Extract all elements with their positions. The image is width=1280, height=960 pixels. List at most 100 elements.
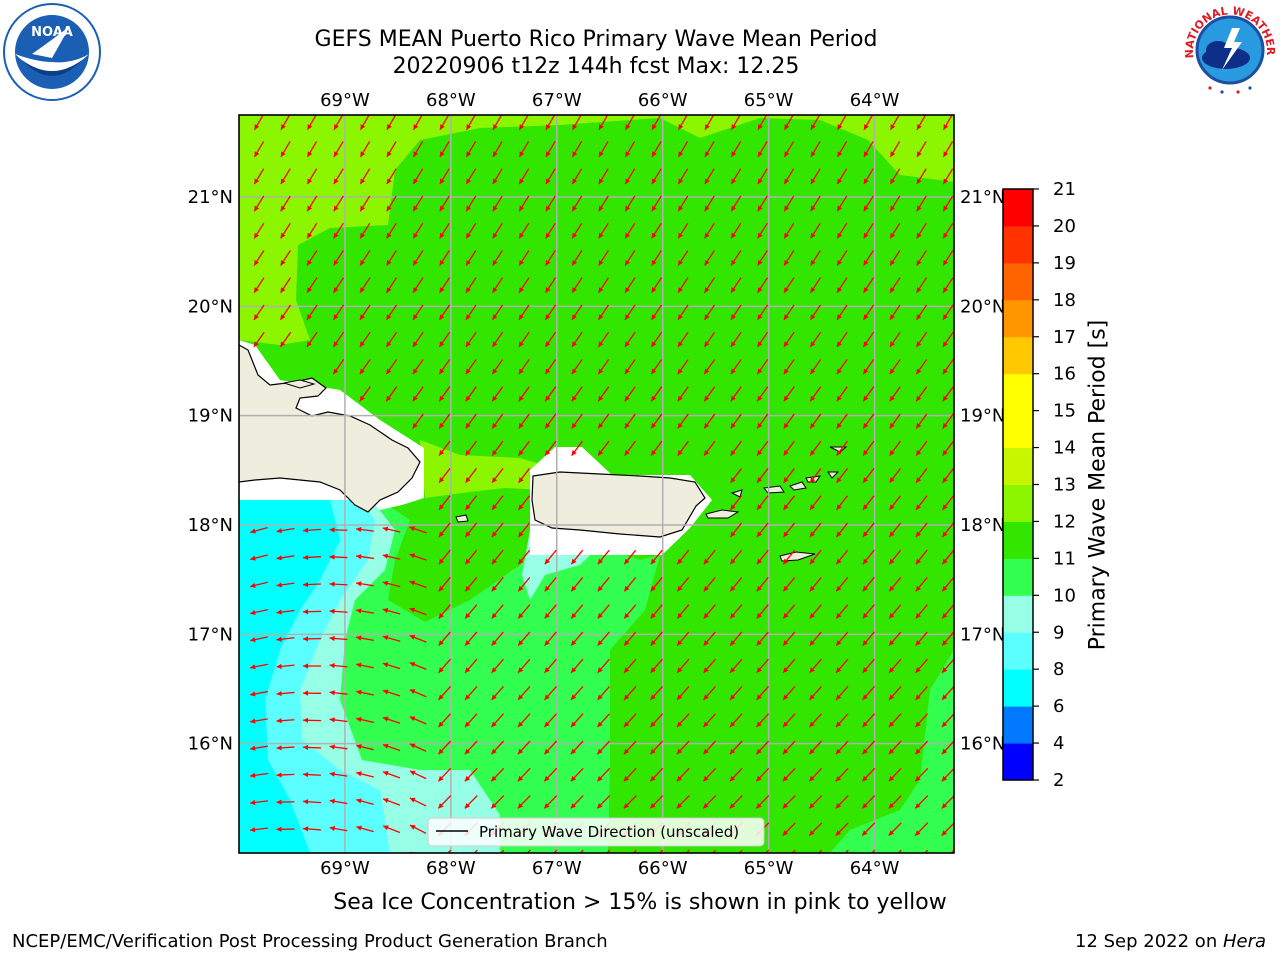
wave-arrow-head [837, 178, 843, 185]
wave-arrow-head [624, 585, 630, 592]
wave-arrow-head [572, 205, 578, 212]
wave-arrow-head [280, 287, 286, 293]
wave-arrow-head [916, 178, 922, 185]
wave-arrow-head [439, 259, 445, 266]
wave-arrow-head [303, 826, 309, 832]
wave-arrow-head [810, 287, 816, 293]
wave-arrow-head [303, 744, 309, 751]
wave-arrow-head [836, 558, 842, 565]
wave-arrow-head [730, 612, 736, 619]
wave-arrow-head [303, 663, 309, 669]
wave-arrow-head [518, 857, 523, 862]
wave-arrow-head [250, 555, 256, 561]
wave-arrow-head [730, 531, 736, 538]
wave-arrow-head [359, 314, 365, 320]
wave-arrow-head [730, 422, 736, 429]
wave-arrow-head [757, 232, 763, 239]
wave-arrow-head [863, 232, 869, 239]
wave-arrow-head [545, 151, 551, 157]
wave-arrow-head [250, 582, 256, 588]
land-puerto-rico [531, 471, 706, 538]
graticule [239, 115, 954, 853]
wave-arrow-head [625, 232, 631, 239]
wave-arrow-head [836, 694, 842, 700]
wave-arrow-head [465, 612, 471, 619]
wave-arrow-head [809, 830, 815, 836]
wave-arrow-head [517, 775, 524, 782]
wave-arrow-head [837, 124, 843, 130]
colorbar-segment [1003, 225, 1033, 264]
wave-arrow-head [809, 558, 816, 565]
wave-arrow-head [783, 368, 789, 375]
lon-label-top: 66°W [638, 90, 688, 111]
wave-arrow-head [409, 580, 416, 586]
colorbar-segment [1003, 706, 1033, 744]
wave-arrow-head [598, 368, 604, 375]
wave-arrow-head [383, 825, 389, 831]
wave-arrow-head [651, 450, 657, 456]
arrow-legend: Primary Wave Direction (unscaled) [427, 817, 765, 847]
wave-arrow-head [810, 151, 816, 157]
wave-arrow-shaft [658, 849, 664, 853]
wave-arrow-head [413, 232, 419, 239]
wave-arrow-head [756, 640, 762, 646]
lon-label-top: 67°W [532, 90, 582, 111]
wave-arrow-head [250, 854, 255, 859]
colorbar-tick-label: 8 [1053, 659, 1064, 680]
wave-arrow-head [650, 667, 656, 673]
wave-arrow-head [889, 314, 895, 320]
wave-arrow-head [650, 640, 656, 646]
wave-arrow-head [783, 341, 789, 348]
wave-arrow-head [386, 151, 392, 157]
wave-arrow-head [915, 585, 921, 592]
period-region-6-8 [239, 500, 340, 853]
wave-arrow-head [280, 259, 286, 266]
wave-arrow-head [409, 743, 416, 749]
wave-arrow-head [809, 531, 816, 538]
wave-arrow-head [943, 151, 949, 157]
wave-arrow-head [439, 368, 445, 375]
colorbar-tick-label: 15 [1053, 401, 1076, 422]
wave-arrow-head [730, 640, 736, 646]
wave-arrow-head [889, 667, 895, 673]
wave-arrow-head [782, 748, 789, 755]
wave-arrow-head [651, 422, 657, 429]
wave-arrow-head [386, 368, 392, 375]
wave-arrow-head [439, 151, 445, 157]
wave-arrow-head [492, 422, 498, 429]
wave-arrow-head [704, 395, 710, 402]
wave-arrow-head [466, 124, 472, 130]
wave-arrow-head [704, 450, 710, 456]
wave-arrow-head [518, 504, 524, 510]
wave-arrow-head [783, 314, 789, 320]
wave-arrow-head [862, 694, 868, 700]
wave-arrow-head [757, 124, 763, 130]
wave-arrow-shaft [791, 849, 796, 853]
wave-arrow-head [356, 608, 362, 614]
wave-arrow-head [783, 667, 789, 673]
wave-arrow-head [809, 803, 815, 809]
wave-arrow-head [810, 422, 816, 429]
wave-arrow-head [491, 612, 497, 619]
lat-label-right: 16°N [960, 734, 1005, 755]
wave-arrow-head [280, 178, 286, 185]
wave-arrow-head [862, 803, 868, 809]
wave-arrow-head [943, 232, 949, 239]
wave-arrow-head [810, 450, 816, 456]
wave-arrow-head [597, 803, 603, 809]
wave-arrow-head [942, 585, 948, 592]
wave-arrow-head [597, 585, 603, 592]
wave-arrow-head [756, 803, 762, 809]
wave-arrow-head [276, 636, 282, 642]
wave-arrow-head [466, 205, 472, 212]
wave-arrow-head [889, 694, 895, 700]
wave-arrow-head [465, 667, 471, 673]
wave-arrow-head [544, 612, 550, 619]
wave-arrow-head [518, 585, 524, 592]
wave-arrow-head [783, 585, 789, 592]
wave-arrow-head [703, 775, 709, 782]
wave-arrow-head [703, 857, 708, 862]
wave-arrow-head [329, 581, 335, 587]
wave-arrow-head [757, 368, 763, 375]
